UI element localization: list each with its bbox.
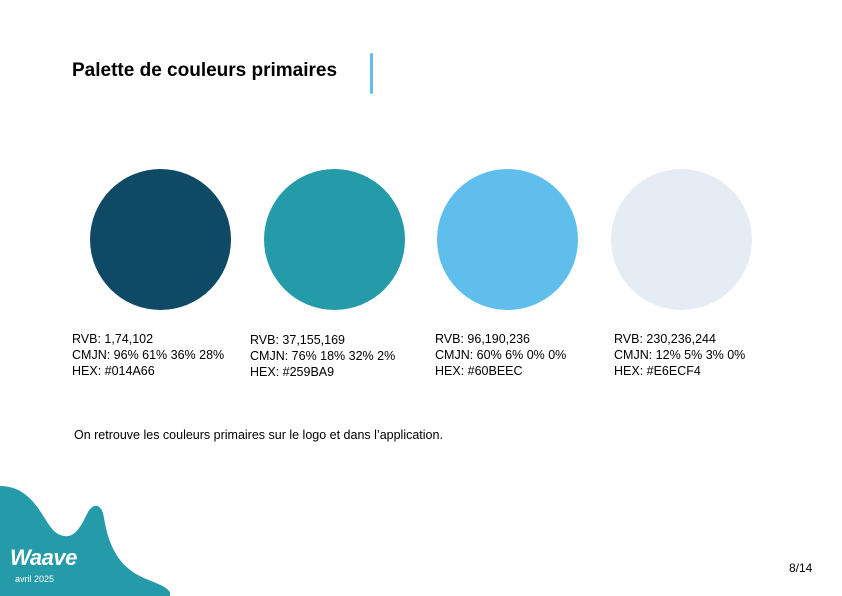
- palette-note: On retrouve les couleurs primaires sur l…: [74, 428, 443, 442]
- hex-value: HEX: #259BA9: [250, 365, 335, 379]
- rvb-value: RVB: 230,236,244: [614, 332, 716, 346]
- rvb-value: RVB: 1,74,102: [72, 332, 154, 346]
- color-specs-2: RVB: 37,155,169 CMJN: 76% 18% 32% 2% HEX…: [250, 332, 395, 380]
- brand-wave-shape: [0, 486, 170, 596]
- cmjn-value: CMJN: 96% 61% 36% 28%: [72, 348, 225, 362]
- color-specs-1: RVB: 1,74,102 CMJN: 96% 61% 36% 28% HEX:…: [72, 331, 224, 379]
- rvb-value: RVB: 96,190,236: [435, 332, 530, 346]
- page-number: 8/14: [789, 561, 813, 575]
- hex-value: HEX: #60BEEC: [435, 364, 523, 378]
- color-swatch-1: [90, 169, 231, 310]
- cmjn-value: CMJN: 60% 6% 0% 0%: [435, 348, 567, 362]
- color-swatch-3: [437, 169, 578, 310]
- cmjn-value: CMJN: 76% 18% 32% 2%: [250, 349, 396, 363]
- color-specs-4: RVB: 230,236,244 CMJN: 12% 5% 3% 0% HEX:…: [614, 331, 745, 379]
- color-swatch-4: [611, 169, 752, 310]
- color-swatch-2: [264, 169, 405, 310]
- hex-value: HEX: #014A66: [72, 364, 155, 378]
- brand-date: avril 2025: [15, 574, 55, 584]
- brand-wave-path: [0, 486, 170, 596]
- page-title: Palette de couleurs primaires: [72, 60, 338, 81]
- rvb-value: RVB: 37,155,169: [250, 333, 345, 347]
- hex-value: HEX: #E6ECF4: [614, 364, 701, 378]
- title-accent-bar: [370, 53, 373, 94]
- color-specs-3: RVB: 96,190,236 CMJN: 60% 6% 0% 0% HEX: …: [435, 331, 566, 379]
- brand-logo: Waave: [10, 545, 77, 570]
- cmjn-value: CMJN: 12% 5% 3% 0%: [614, 348, 746, 362]
